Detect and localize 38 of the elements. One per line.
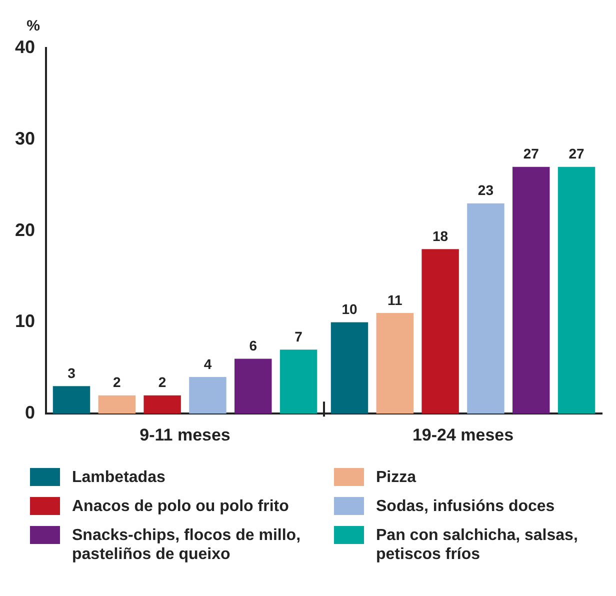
y-tick-label: 30 [14, 128, 36, 148]
data-label: 2 [158, 374, 166, 390]
bar [52, 386, 90, 414]
data-label: 7 [294, 328, 303, 344]
bar [558, 166, 596, 414]
legend-label: Lambetadas [72, 468, 166, 487]
bar [98, 395, 136, 414]
data-label: 11 [387, 292, 403, 308]
x-tick-label: 9-11 meses [140, 425, 230, 444]
legend-label: Anacos de polo ou polo frito [72, 497, 289, 516]
data-label: 2 [113, 374, 122, 390]
bar [144, 395, 181, 414]
data-label: 6 [249, 338, 258, 354]
data-label: 27 [523, 146, 540, 162]
y-tick-label: 20 [14, 220, 36, 240]
y-tick-label: 0 [25, 402, 36, 423]
bar [467, 203, 504, 414]
data-label: 10 [342, 301, 358, 318]
legend-label: Pizza [376, 468, 416, 487]
data-label: 27 [568, 146, 585, 162]
bar [512, 166, 550, 414]
data-label: 23 [478, 182, 494, 198]
legend-label: Sodas, infusións doces [376, 497, 555, 516]
legend-label: Snacks-chips, flocos de millo, pasteliños de queixo [72, 526, 302, 564]
data-label: 3 [68, 365, 76, 382]
x-tick-label: 19-24 meses [412, 425, 514, 444]
data-label: 4 [204, 356, 212, 372]
y-tick-label: 10 [14, 311, 36, 332]
bar [234, 358, 272, 414]
legend-label: Pan con salchicha, salsas, petiscos fríos [376, 526, 579, 564]
data-label: 18 [432, 228, 448, 244]
y-axis-title: % [26, 18, 40, 35]
bar [280, 350, 318, 414]
bar [376, 313, 414, 414]
bar [330, 322, 368, 414]
bar [189, 377, 226, 414]
y-tick-label: 40 [14, 36, 36, 57]
bar [422, 249, 459, 414]
